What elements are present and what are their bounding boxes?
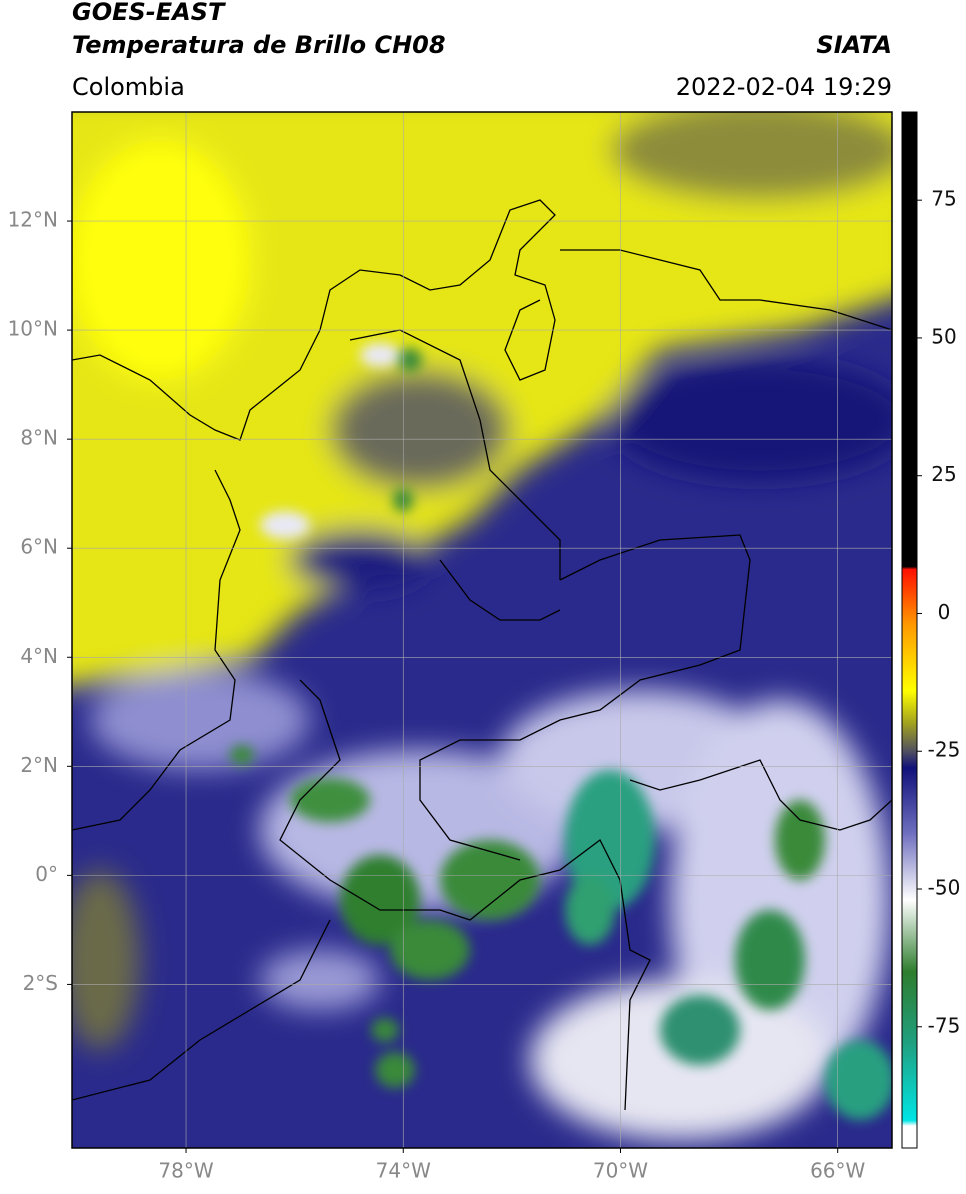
colorbar-tick-label: -25 xyxy=(928,738,961,762)
y-tick-label: 10°N xyxy=(8,317,58,341)
imagery xyxy=(72,112,892,1148)
colorbar-tick-label: 75 xyxy=(931,187,956,211)
y-tick-label: 6°N xyxy=(20,535,58,559)
colorbar-tick-label: 50 xyxy=(931,324,956,348)
colorbar-tick-label: -50 xyxy=(928,876,961,900)
x-tick-label: 66°W xyxy=(810,1159,865,1183)
colorbar-tick-label: -75 xyxy=(928,1013,961,1037)
y-tick-label: 2°S xyxy=(23,971,58,995)
y-tick-label: 0° xyxy=(35,862,58,886)
x-tick-label: 70°W xyxy=(593,1159,648,1183)
title: GOES-EAST xyxy=(72,0,226,26)
subtitle: Temperatura de Brillo CH08 xyxy=(72,31,446,59)
map-frame xyxy=(71,111,893,1149)
y-tick-label: 2°N xyxy=(20,753,58,777)
y-tick-label: 4°N xyxy=(20,644,58,668)
colorbar-tick-label: 25 xyxy=(931,462,956,486)
y-tick-label: 12°N xyxy=(8,208,58,232)
region: Colombia xyxy=(72,73,185,101)
colorbar-tick-label: 0 xyxy=(938,600,951,624)
x-tick-label: 74°W xyxy=(376,1159,431,1183)
datetime: 2022-02-04 19:29 xyxy=(676,73,892,101)
x-tick-label: 78°W xyxy=(158,1159,213,1183)
colorbar xyxy=(901,111,918,1149)
source: SIATA xyxy=(816,31,892,59)
y-tick-label: 8°N xyxy=(20,426,58,450)
